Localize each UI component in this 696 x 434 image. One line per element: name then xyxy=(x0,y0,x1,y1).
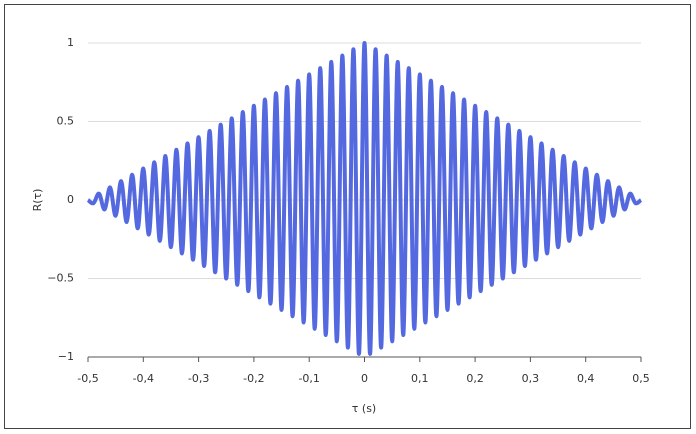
x-axis-label: τ (s) xyxy=(352,402,376,415)
y-tick-label: 0 xyxy=(67,193,74,206)
x-tick-label: 0,2 xyxy=(466,372,484,385)
x-tick-label: -0,3 xyxy=(188,372,209,385)
y-axis-label: R(τ) xyxy=(31,189,44,212)
x-tick-label: 0,4 xyxy=(577,372,595,385)
x-tick-label: 0,5 xyxy=(632,372,650,385)
y-tick-label: 0.5 xyxy=(57,115,75,128)
x-tick-label: -0,4 xyxy=(133,372,154,385)
x-tick-label: -0,5 xyxy=(77,372,98,385)
x-tick-label: 0 xyxy=(361,372,368,385)
y-tick-label: −0.5 xyxy=(47,272,74,285)
series-line xyxy=(86,41,643,356)
x-tick-label: 0,1 xyxy=(411,372,429,385)
x-tick-label: -0,2 xyxy=(243,372,264,385)
frame xyxy=(4,4,691,429)
y-tick-label: −1 xyxy=(58,350,74,363)
x-tick-label: 0,3 xyxy=(522,372,540,385)
y-tick-label: 1 xyxy=(67,36,74,49)
x-tick-label: -0,1 xyxy=(298,372,319,385)
